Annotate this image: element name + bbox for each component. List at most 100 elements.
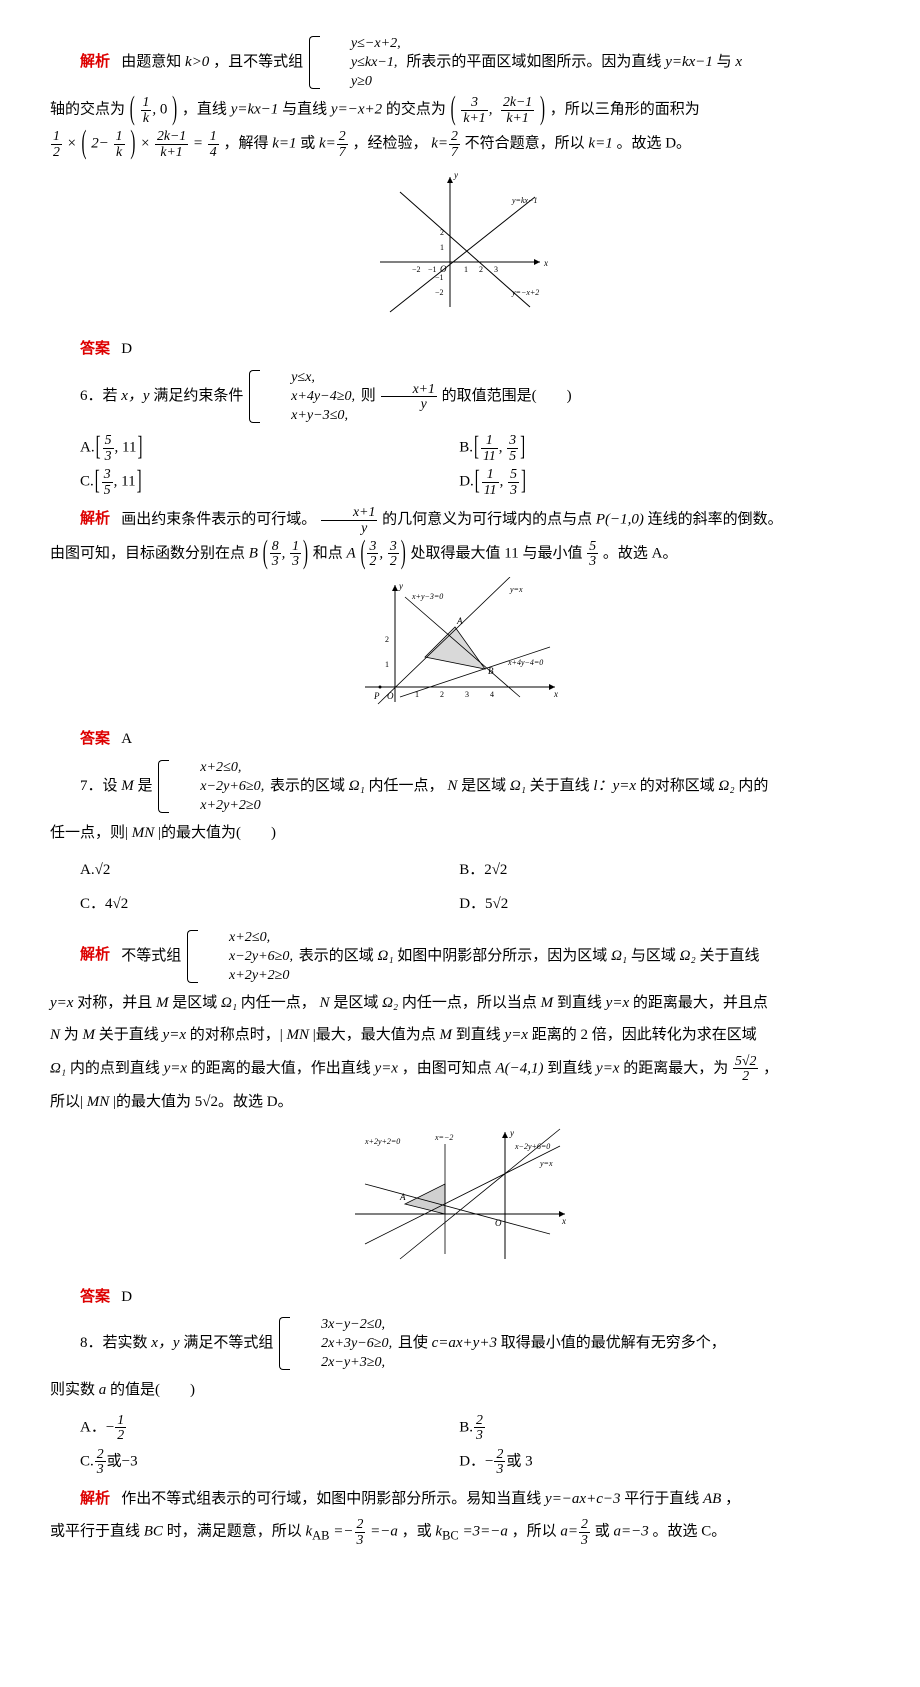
lparen: (	[451, 79, 456, 142]
text: 。故选 D。	[616, 135, 691, 151]
answer-label: 答案	[80, 731, 110, 747]
analysis-label: 解析	[80, 511, 110, 527]
svg-text:y=x: y=x	[509, 585, 523, 594]
q8-analysis-2: 或平行于直线 BC 时，满足题意，所以 kAB =−23 =−a ，或 kBC …	[50, 1517, 870, 1548]
dist: 5√22	[733, 1054, 758, 1084]
or: 或	[300, 135, 319, 151]
q7-answer: 答案 D	[50, 1283, 870, 1312]
answer-value: D	[121, 341, 132, 357]
text: 轴的交点为	[50, 101, 125, 117]
svg-text:x: x	[543, 258, 548, 268]
text: 满足约束条件	[153, 388, 243, 404]
q7-options: A.√2 B．2√2 C．4√2 D．5√2	[80, 854, 870, 922]
q5-graph: x y O y=kx−1 y=−x+2 −2 −1 1 2 3 2 1 −1 −…	[50, 167, 870, 328]
line: y=kx−1	[231, 101, 279, 117]
q7-analysis: 解析 不等式组 x+2≤0, x−2y+6≥0, x+2y+2≥0 表示的区域 …	[50, 928, 870, 985]
final: k=1	[588, 135, 612, 151]
answer-value: D	[121, 1289, 132, 1305]
svg-text:4: 4	[490, 690, 494, 699]
text: 由题意知	[121, 54, 185, 70]
opt-a: A.√2	[80, 856, 459, 885]
svg-text:1: 1	[440, 243, 444, 252]
q5-answer: 答案 D	[50, 335, 870, 364]
svg-text:2: 2	[385, 635, 389, 644]
opt-c: C．4√2	[80, 890, 459, 919]
q7-stem: 7．设 M 是 x+2≤0, x−2y+6≥0, x+2y+2≥0 表示的区域 …	[50, 758, 870, 815]
rhs: 14	[208, 129, 219, 159]
svg-text:3: 3	[465, 690, 469, 699]
svg-text:1: 1	[415, 690, 419, 699]
q7-analysis-5: 所以| MN |的最大值为 5√2。故选 D。	[50, 1088, 870, 1117]
pt-B-x: 3k+1	[461, 95, 487, 125]
text: ，解得	[223, 135, 272, 151]
svg-text:−2: −2	[435, 288, 444, 297]
svg-text:x+y−3=0: x+y−3=0	[411, 592, 443, 601]
answer-value: A	[121, 731, 132, 747]
svg-text:1: 1	[464, 265, 468, 274]
svg-text:x+2y+2=0: x+2y+2=0	[364, 1137, 400, 1146]
svg-text:O: O	[387, 691, 394, 701]
q7-graph: A O x y x+2y+2=0 x=−2 x−2y+6=0 y=x	[50, 1124, 870, 1275]
svg-text:O: O	[495, 1218, 502, 1228]
svg-text:y: y	[509, 1128, 514, 1138]
svg-text:x: x	[561, 1216, 566, 1226]
text: ，且不等式组	[213, 54, 303, 70]
answer-label: 答案	[80, 1289, 110, 1305]
opt-d: D.[111, 53]	[459, 467, 838, 497]
pt-B-y: 2k−1k+1	[501, 95, 534, 125]
rparen: )	[540, 79, 545, 142]
q6-analysis: 解析 画出约束条件表示的可行域。 x+1y 的几何意义为可行域内的点与点 P(−…	[50, 505, 870, 535]
svg-text:P: P	[373, 691, 380, 701]
target: x+1y	[321, 505, 377, 535]
svg-text:x−2y+6=0: x−2y+6=0	[514, 1142, 550, 1151]
q7-analysis-2: y=x 对称，并且 M 是区域 Ω₁ 内任一点， N 是区域 Ω₂ 内任一点，所…	[50, 989, 870, 1018]
svg-text:y=kx−1: y=kx−1	[511, 196, 537, 205]
text: 不符合题意，所以	[465, 135, 589, 151]
svg-text:1: 1	[385, 660, 389, 669]
system: x+2≤0, x−2y+6≥0, x+2y+2≥0	[158, 758, 264, 815]
opt-c: C.[35, 11]	[80, 467, 459, 497]
system-1: y≤−x+2, y≤kx−1, y≥0	[309, 34, 401, 91]
svg-text:x=−2: x=−2	[434, 1133, 453, 1142]
system: x+2≤0, x−2y+6≥0, x+2y+2≥0	[187, 928, 293, 985]
q8-analysis: 解析 作出不等式组表示的可行域，如图中阴影部分所示。易知当直线 y=−ax+c−…	[50, 1485, 870, 1514]
svg-text:y=−x+2: y=−x+2	[511, 288, 539, 297]
opt-d: D．5√2	[459, 890, 838, 919]
q5-analysis-cont: 轴的交点为 ( 1k, 0 ) ，直线 y=kx−1 与直线 y=−x+2 的交…	[50, 95, 870, 125]
answer-label: 答案	[80, 341, 110, 357]
target: x+1y	[381, 382, 437, 412]
svg-text:2: 2	[479, 265, 483, 274]
sys-row: y≤−x+2,	[321, 34, 401, 53]
opt-b: B.[111, 35]	[459, 433, 838, 463]
opt-b: B.23	[459, 1413, 838, 1443]
opt-b: B．2√2	[459, 856, 838, 885]
svg-text:x: x	[553, 689, 558, 699]
analysis-label: 解析	[80, 1491, 110, 1507]
opt-a: A．−12	[80, 1413, 459, 1443]
sys-row: y≥0	[321, 72, 401, 91]
sys-row: y≤kx−1,	[321, 53, 401, 72]
q6-analysis-cont: 由图可知，目标函数分别在点 B (83, 13) 和点 A (32, 32) 处…	[50, 539, 870, 569]
svg-text:2: 2	[440, 690, 444, 699]
q7-analysis-4: Ω₁ 内的点到直线 y=x 的距离的最大值，作出直线 y=x ，由图可知点 A(…	[50, 1054, 870, 1084]
svg-text:y=x: y=x	[539, 1159, 553, 1168]
text: 所表示的平面区域如图所示。因为直线	[406, 54, 665, 70]
system: y≤x, x+4y−4≥0, x+y−3≤0,	[249, 368, 355, 425]
q6-stem: 6．若 x，y 满足约束条件 y≤x, x+4y−4≥0, x+y−3≤0, 则…	[50, 368, 870, 425]
rparen: )	[172, 79, 177, 142]
sol1: k=1	[272, 135, 296, 151]
system: 3x−y−2≤0, 2x+3y−6≥0, 2x−y+3≥0,	[279, 1315, 392, 1372]
q6-graph: P O A B y=x x+y−3=0 x+4y−4=0 1 2 3 4 1 2…	[50, 577, 870, 718]
analysis-label: 解析	[80, 947, 110, 963]
svg-text:−2: −2	[412, 265, 421, 274]
opt-c: C.23或−3	[80, 1447, 459, 1477]
min: 53	[587, 539, 598, 569]
svg-text:A: A	[399, 1192, 406, 1202]
text: ，直线	[182, 101, 231, 117]
text: ，经检验，	[352, 135, 427, 151]
text: 与直线	[282, 101, 331, 117]
svg-text:−1: −1	[435, 273, 444, 282]
sol2: 27	[337, 129, 348, 159]
q6-answer: 答案 A	[50, 725, 870, 754]
svg-text:x+4y−4=0: x+4y−4=0	[507, 658, 543, 667]
